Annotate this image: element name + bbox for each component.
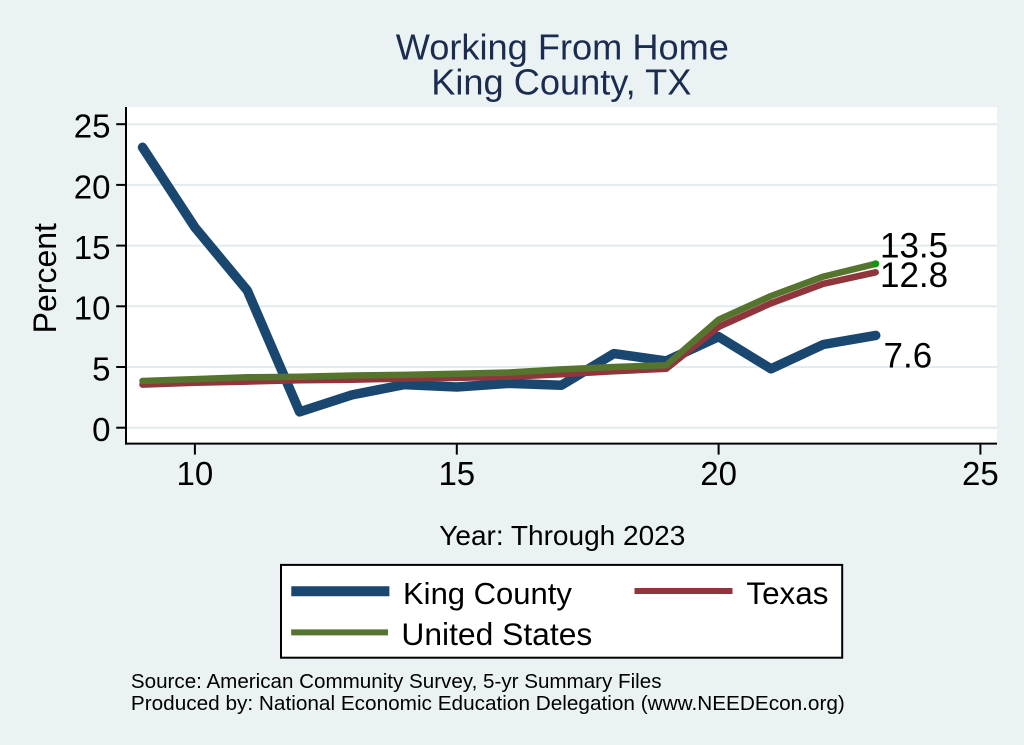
svg-text:United States: United States <box>401 616 592 652</box>
svg-text:15: 15 <box>74 229 111 266</box>
svg-text:Texas: Texas <box>746 576 828 611</box>
svg-text:15: 15 <box>438 455 475 492</box>
svg-text:13.5: 13.5 <box>880 227 948 266</box>
svg-text:20: 20 <box>74 168 111 205</box>
svg-text:25: 25 <box>962 455 999 492</box>
svg-text:20: 20 <box>700 455 737 492</box>
svg-text:12.8: 12.8 <box>880 256 948 295</box>
svg-text:Produced by: National Economic: Produced by: National Economic Education… <box>131 692 845 715</box>
svg-text:Percent: Percent <box>27 223 63 333</box>
svg-text:King County, TX: King County, TX <box>431 62 691 103</box>
svg-text:King County: King County <box>403 576 572 611</box>
svg-text:10: 10 <box>74 290 111 327</box>
svg-text:5: 5 <box>92 350 110 387</box>
svg-text:25: 25 <box>74 108 111 145</box>
svg-text:Source: American Community Sur: Source: American Community Survey, 5-yr … <box>131 670 662 693</box>
svg-text:10: 10 <box>177 455 214 492</box>
svg-text:7.6: 7.6 <box>884 337 933 376</box>
svg-text:Working From Home: Working From Home <box>396 27 729 68</box>
svg-text:0: 0 <box>92 411 110 448</box>
svg-text:Year: Through 2023: Year: Through 2023 <box>439 520 685 551</box>
